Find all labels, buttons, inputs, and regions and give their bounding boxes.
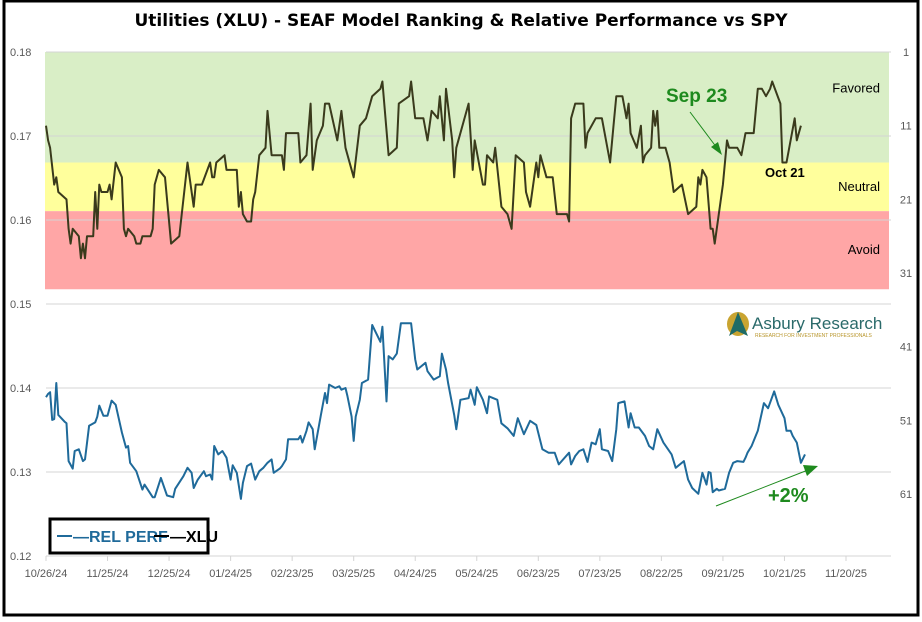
y-right-tick-label: 11 — [900, 121, 911, 133]
x-tick-label: 05/24/25 — [455, 568, 498, 580]
x-tick-label: 04/24/25 — [394, 568, 437, 580]
series-line-xlu — [45, 80, 802, 260]
x-tick-label: 03/25/25 — [332, 568, 375, 580]
y-left-tick-label: 0.18 — [10, 47, 31, 59]
x-tick-label: 08/22/25 — [640, 568, 683, 580]
x-tick-label: 12/25/24 — [148, 568, 191, 580]
annotation-oct-21: Oct 21 — [765, 165, 805, 180]
x-tick-label: 07/23/25 — [578, 568, 621, 580]
arrow-sep-23-icon — [689, 111, 722, 155]
x-tick-label: 01/24/25 — [209, 568, 252, 580]
annotation-plus-2-pct: +2% — [768, 485, 809, 507]
zone-label-avoid: Avoid — [848, 242, 880, 257]
chart-title: Utilities (XLU) - SEAF Model Ranking & R… — [135, 11, 789, 31]
y-right-tick-label: 1 — [903, 47, 909, 59]
annotation-sep-23: Sep 23 — [666, 86, 727, 107]
series-line-rel-perf — [45, 322, 806, 500]
y-left-tick-label: 0.14 — [10, 383, 31, 395]
band-neutral — [45, 162, 889, 212]
y-right-tick-label: 41 — [900, 342, 912, 354]
legend-label-rel-perf: —REL PERF — [73, 529, 168, 546]
asbury-research-logo: Asbury Research RESEARCH FOR INVESTMENT … — [727, 312, 882, 339]
legend-label-xlu: —XLU — [170, 529, 218, 546]
logo-tagline: RESEARCH FOR INVESTMENT PROFESSIONALS — [755, 333, 873, 339]
y-right-tick-label: 61 — [900, 489, 912, 501]
x-tick-label: 10/21/25 — [763, 568, 806, 580]
band-avoid — [45, 211, 889, 290]
y-right-tick-label: 31 — [900, 268, 912, 280]
x-tick-label: 11/25/24 — [87, 568, 129, 580]
legend: —REL PERF —XLU — [48, 517, 218, 555]
y-left-tick-label: 0.17 — [10, 131, 31, 143]
zone-label-favored: Favored — [832, 80, 880, 95]
x-tick-label: 09/21/25 — [702, 568, 745, 580]
x-tick-label: 02/23/25 — [271, 568, 314, 580]
y-left-tick-label: 0.13 — [10, 467, 31, 479]
logo-name: Asbury Research — [752, 314, 882, 333]
x-tick-label: 06/23/25 — [517, 568, 560, 580]
arrow-trend-icon — [715, 465, 818, 507]
zone-label-neutral: Neutral — [838, 179, 880, 194]
x-tick-label: 11/20/25 — [825, 568, 867, 580]
y-right-tick-label: 21 — [900, 194, 912, 206]
y-right-tick-label: 51 — [900, 415, 912, 427]
y-left-tick-label: 0.16 — [10, 215, 31, 227]
y-left-tick-label: 0.15 — [10, 299, 31, 311]
x-tick-label: 10/26/24 — [25, 568, 68, 580]
y-left-tick-label: 0.12 — [10, 551, 31, 563]
